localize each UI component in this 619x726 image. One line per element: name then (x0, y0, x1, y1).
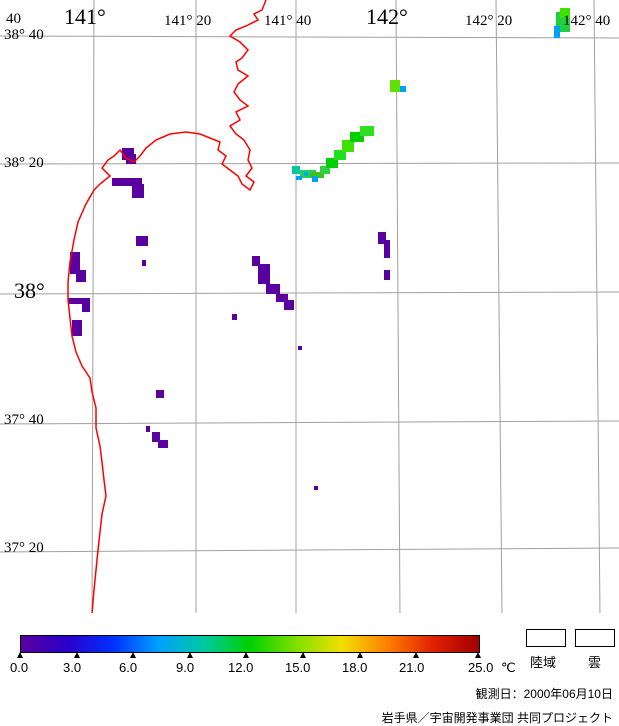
sst-map (0, 0, 619, 615)
tick-15: 15.0 (285, 660, 311, 675)
sst-cell (320, 166, 330, 174)
land-swatch (526, 629, 566, 647)
tick-21: 21.0 (399, 660, 425, 675)
meridian-line (593, 0, 601, 615)
sst-cell (82, 302, 90, 312)
sst-cell (384, 240, 390, 258)
sst-cell (252, 256, 260, 266)
observation-date: 観測日：2000年06月10日 (475, 687, 613, 701)
cloud-label: 雲 (588, 655, 602, 670)
colorbar-tick (187, 652, 193, 658)
sst-cell (156, 390, 164, 398)
sst-cell (126, 154, 136, 164)
tick-25: 25.0 (468, 660, 494, 675)
sst-cell (296, 176, 302, 180)
sst-cell (152, 432, 160, 442)
meridian-line (91, 0, 95, 615)
sst-cell (142, 260, 146, 266)
sst-cell (342, 140, 354, 152)
sst-cell (350, 132, 364, 142)
sst-cell (312, 176, 318, 182)
meridian-line (395, 0, 401, 615)
land-label: 陸域 (530, 655, 557, 670)
sst-cell (158, 440, 168, 448)
colorbar-tick (413, 652, 419, 658)
lat-label-37-40: 37° 40 (4, 412, 44, 428)
tick-9: 9.0 (176, 660, 195, 675)
lon-label-partial-40: 40 (6, 11, 21, 27)
sst-cell (378, 232, 386, 244)
sst-cell (76, 270, 86, 282)
sst-cell (304, 172, 308, 176)
sst-cell (310, 172, 324, 178)
cloud-swatch (575, 629, 615, 647)
lat-label-38: 38° (14, 278, 45, 303)
lon-label-142-40: 142° 40 (563, 14, 611, 29)
tick-18: 18.0 (342, 660, 368, 675)
sst-cell (298, 346, 302, 350)
colorbar-tick (74, 652, 80, 658)
colorbar-tick (17, 652, 23, 658)
temperature-colorbar (20, 635, 480, 653)
unit-label: ℃ (501, 660, 516, 675)
parallel-line (0, 547, 619, 553)
sst-cell (72, 320, 82, 336)
sst-cell (266, 284, 280, 294)
sst-cell (360, 126, 374, 136)
colorbar-tick-marks (17, 652, 481, 658)
sst-cell (276, 294, 288, 302)
lon-label-141: 141° (64, 4, 106, 29)
lon-label-141-20: 141° 20 (164, 13, 212, 29)
tick-12: 12.0 (228, 660, 254, 675)
credit-line: 岩手県／宇宙開発事業団 共同プロジェクト (381, 711, 613, 725)
sst-patches (68, 8, 570, 490)
tick-6: 6.0 (119, 660, 138, 675)
parallel-line (0, 162, 619, 165)
lon-label-141-40: 141° 40 (264, 13, 312, 29)
lat-label-38-40: 38° 40 (4, 27, 44, 43)
lat-lon-grid (0, 0, 619, 615)
sst-cell (146, 426, 150, 432)
sst-cell (314, 486, 318, 490)
parallel-line (0, 35, 619, 39)
sst-cell (384, 270, 390, 280)
sst-cell (232, 314, 237, 320)
sst-cell (136, 236, 148, 246)
lat-label-38-20: 38° 20 (4, 155, 44, 171)
lat-label-37-20: 37° 20 (4, 540, 44, 556)
sst-cell (284, 300, 294, 310)
meridian-line (495, 0, 503, 615)
sst-cell (554, 26, 560, 38)
sst-cell (70, 252, 80, 274)
colorbar-tick (357, 652, 363, 658)
sst-cell (258, 264, 270, 284)
parallel-line (0, 291, 619, 295)
sst-cell (112, 178, 142, 186)
sst-cell (292, 166, 300, 174)
lon-label-142-20: 142° 20 (465, 13, 513, 29)
sst-cell (68, 298, 90, 304)
colorbar-tick (300, 652, 306, 658)
sst-cell (132, 184, 144, 198)
sst-cell (400, 86, 406, 92)
colorbar-tick (243, 652, 249, 658)
sst-cell (326, 158, 338, 168)
tick-0: 0.0 (10, 660, 29, 675)
sst-cell (334, 150, 346, 160)
lon-label-142: 142° (366, 4, 408, 29)
parallel-line (0, 420, 619, 425)
colorbar-tick (475, 652, 481, 658)
coastline (67, 0, 267, 615)
sst-cell (560, 8, 570, 18)
colorbar-tick (130, 652, 136, 658)
sst-cell (390, 80, 400, 92)
tick-3: 3.0 (63, 660, 82, 675)
